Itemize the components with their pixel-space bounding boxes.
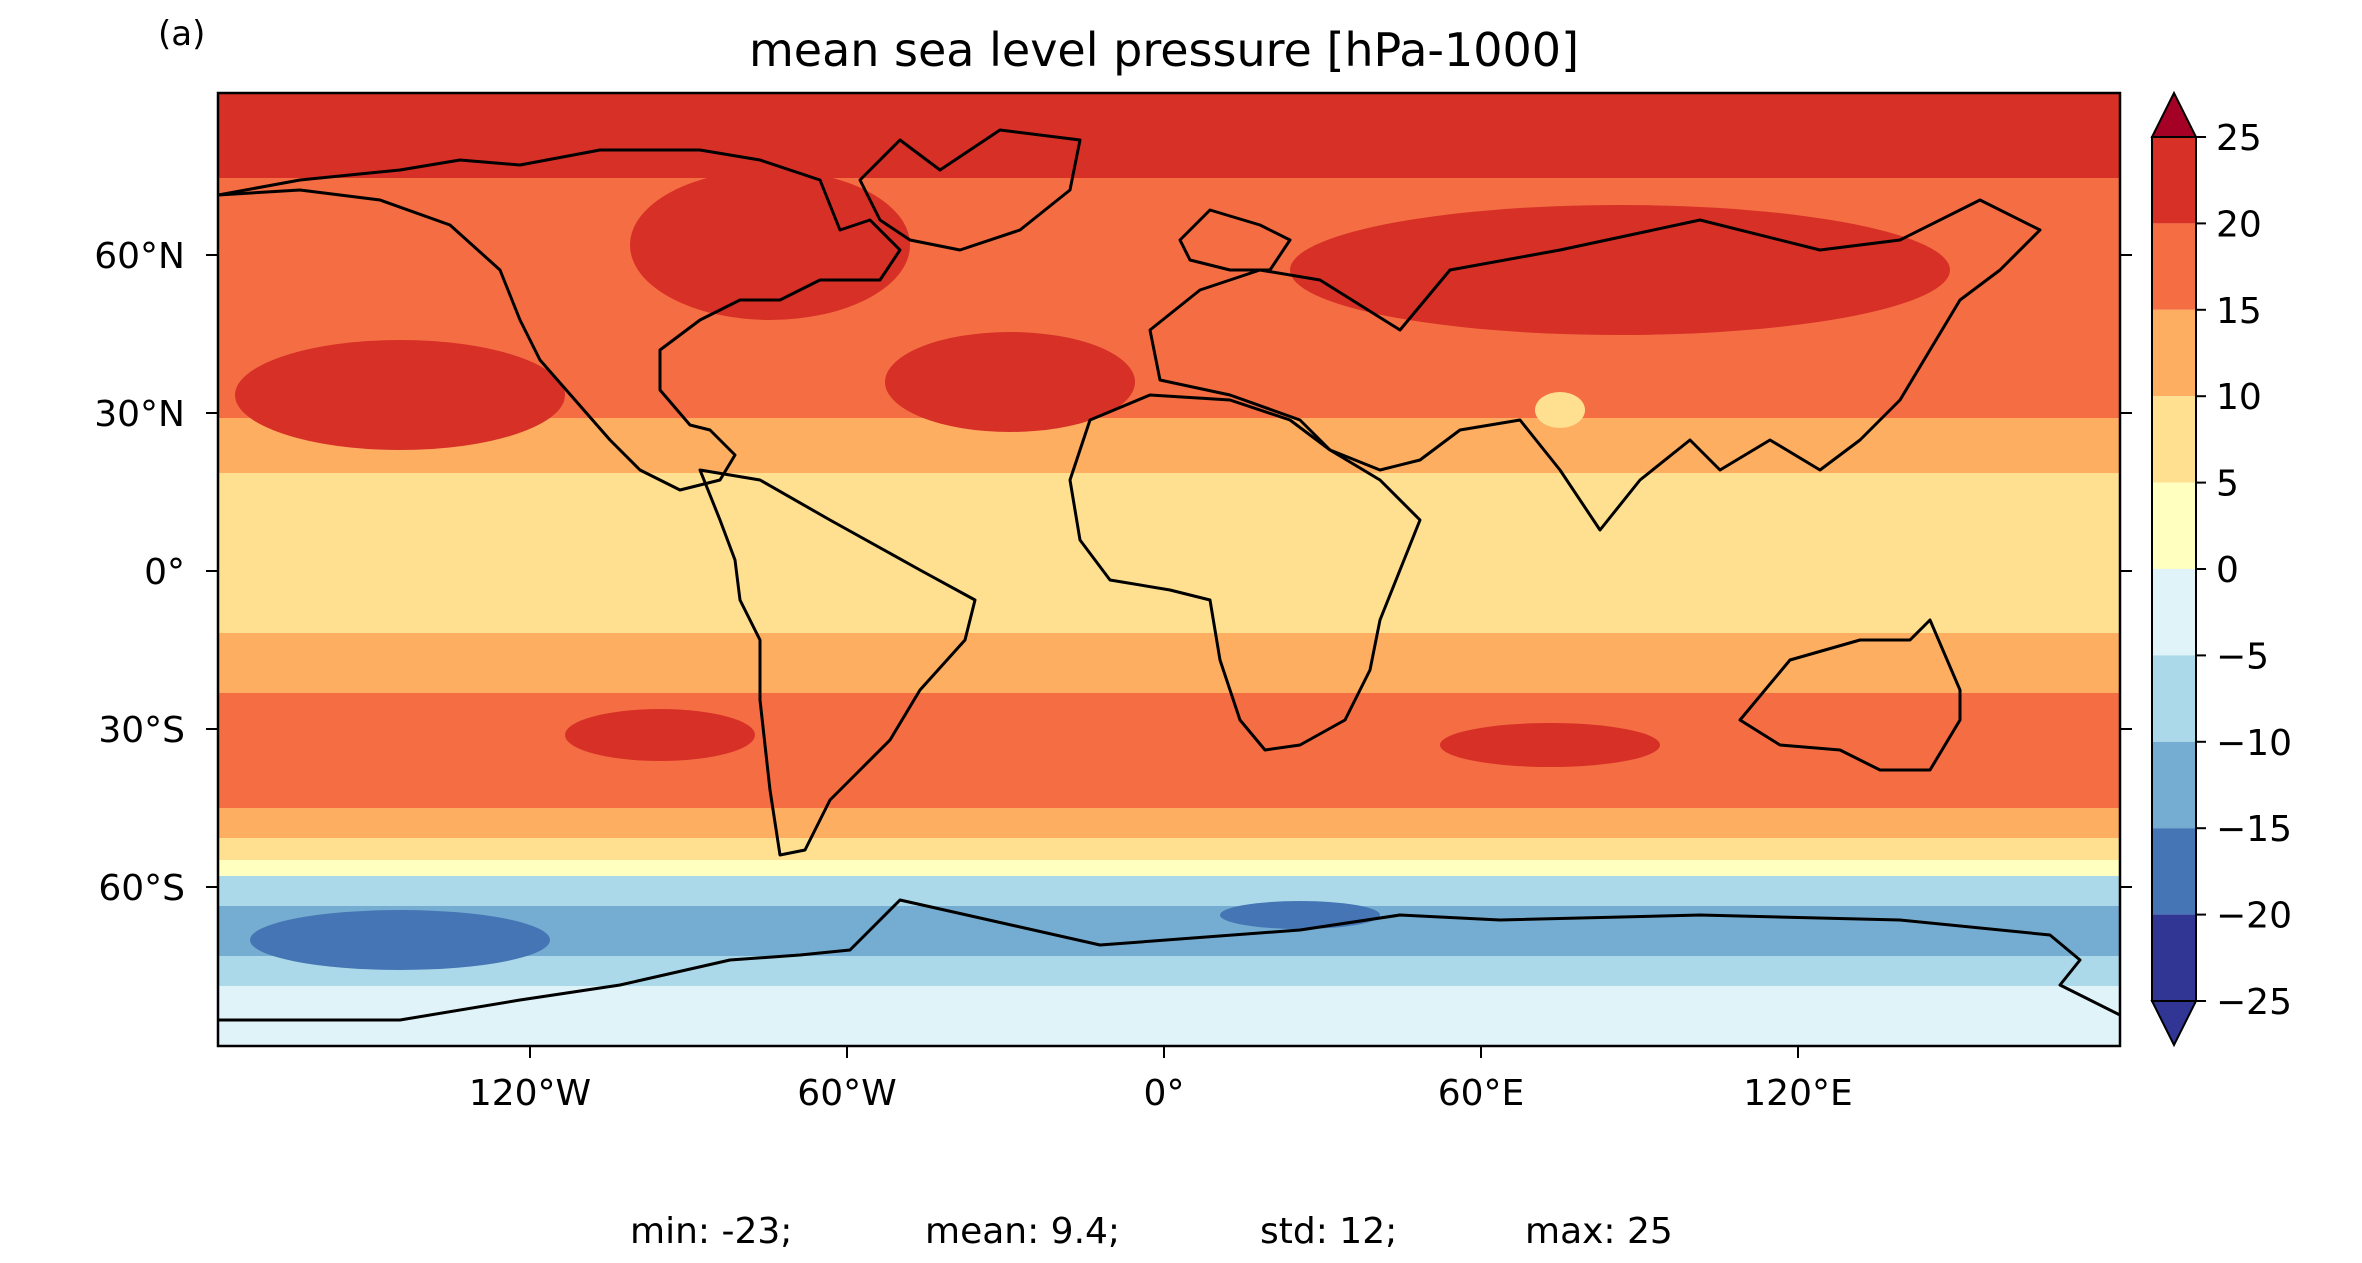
lon-tick-label: 120°W (469, 1073, 591, 1114)
colorbar-tick-label: −10 (2216, 723, 2292, 764)
colorbar-segment (2152, 914, 2196, 1001)
colorbar-extend-min (2150, 1000, 2198, 1048)
map-title: mean sea level pressure [hPa-1000] (749, 23, 1579, 77)
colorbar-segment (2152, 396, 2196, 483)
colorbar-segment (2152, 741, 2196, 829)
lat-axis (206, 254, 2132, 888)
lon-tick-label: 60°E (1438, 1073, 1525, 1114)
stat-std: std: 12; (1260, 1211, 1397, 1252)
colorbar-tick-label: 5 (2216, 464, 2239, 505)
stat-min: min: -23; (630, 1211, 792, 1252)
lat-tick-label: 0° (144, 552, 185, 593)
colorbar-tick-label: 0 (2216, 550, 2239, 591)
colorbar-segment (2152, 569, 2196, 656)
lon-axis (529, 1046, 1799, 1058)
colorbar-extend-max (2150, 90, 2198, 138)
map-frame (216, 91, 2122, 1048)
lat-tick-label: 30°N (94, 394, 185, 435)
pressure-field (218, 93, 2120, 1046)
colorbar-tick-label: −15 (2216, 809, 2292, 850)
colorbar: 25 20 15 10 5 0 −5 −10 −15 −20 −25 (2150, 90, 2292, 1048)
panel-label: (a) (158, 14, 205, 54)
lat-tick-label: 30°S (98, 710, 185, 751)
colorbar-segment (2152, 655, 2196, 742)
stat-mean: mean: 9.4; (925, 1211, 1120, 1252)
colorbar-tick-label: −20 (2216, 896, 2292, 937)
colorbar-tick-label: −5 (2216, 636, 2269, 677)
colorbar-segment (2152, 309, 2196, 397)
colorbar-segment (2152, 482, 2196, 569)
lon-tick-label: 60°W (797, 1073, 896, 1114)
coastlines (218, 128, 2120, 1022)
colorbar-tick-label: 25 (2216, 118, 2262, 159)
colorbar-tick-label: 10 (2216, 377, 2262, 418)
lon-tick-label: 120°E (1743, 1073, 1852, 1114)
colorbar-segment (2152, 828, 2196, 915)
lon-tick-label: 0° (1144, 1073, 1185, 1114)
colorbar-tick-label: 20 (2216, 204, 2262, 245)
colorbar-tick-label: 15 (2216, 291, 2262, 332)
lat-tick-label: 60°S (98, 868, 185, 909)
colorbar-segment (2152, 137, 2196, 224)
colorbar-tick-label: −25 (2216, 982, 2292, 1023)
lat-tick-label: 60°N (94, 236, 185, 277)
stat-max: max: 25 (1525, 1211, 1673, 1252)
colorbar-segment (2152, 223, 2196, 310)
